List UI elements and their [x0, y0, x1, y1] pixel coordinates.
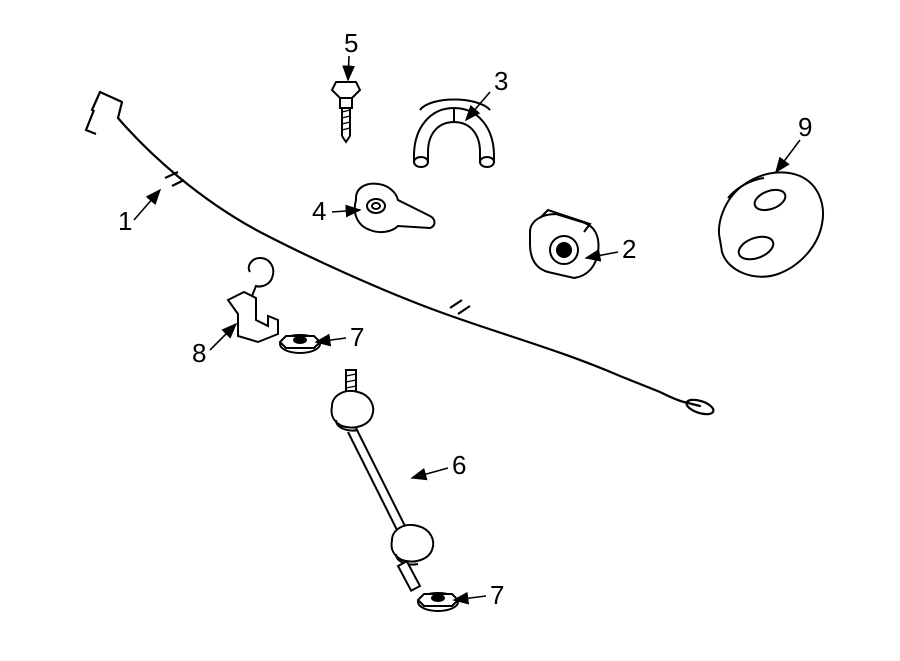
callout-1: 1 — [118, 206, 132, 237]
part-bushing-bracket — [414, 100, 494, 168]
part-retainer-plate — [355, 184, 435, 232]
callout-8: 8 — [192, 338, 206, 369]
part-stabilizer-bar — [86, 92, 715, 417]
part-drawings — [0, 0, 900, 661]
callout-9: 9 — [798, 112, 812, 143]
part-bushing — [530, 210, 598, 278]
part-bolt — [332, 82, 360, 142]
part-clip-bracket — [228, 258, 278, 342]
callout-7b: 7 — [490, 580, 504, 611]
part-bump-stop — [719, 172, 823, 276]
part-nut-upper — [280, 335, 320, 353]
callout-4: 4 — [312, 196, 326, 227]
callout-7a: 7 — [350, 322, 364, 353]
parts-diagram: 1 2 3 4 5 6 7 7 8 9 — [0, 0, 900, 661]
part-stabilizer-link — [331, 370, 433, 591]
callout-6: 6 — [452, 450, 466, 481]
part-nut-lower — [418, 593, 458, 611]
callout-5: 5 — [344, 28, 358, 59]
callout-2: 2 — [622, 234, 636, 265]
callout-3: 3 — [494, 66, 508, 97]
leader-lines — [134, 56, 800, 600]
